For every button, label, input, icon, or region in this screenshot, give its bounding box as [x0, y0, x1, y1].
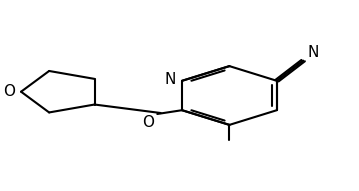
Text: N: N — [164, 72, 176, 87]
Text: N: N — [307, 45, 319, 60]
Text: O: O — [3, 84, 15, 99]
Text: O: O — [142, 115, 154, 130]
